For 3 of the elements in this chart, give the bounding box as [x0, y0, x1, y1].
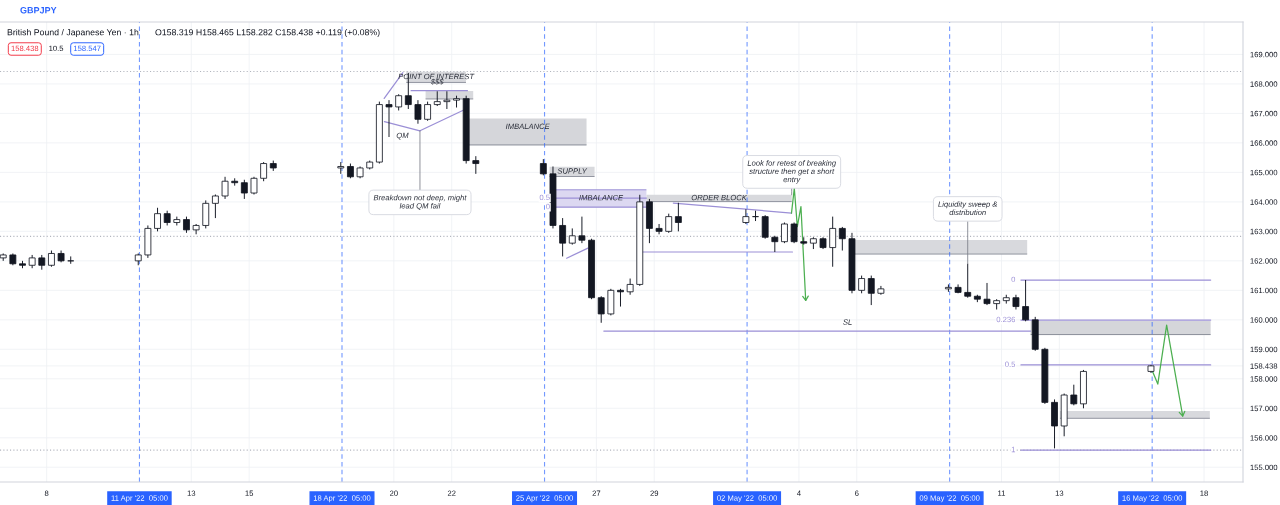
- text: British Pound / Japanese Yen · 1h: [7, 28, 139, 38]
- text: O158.319 H158.465 L158.282 C158.438 +0.119 (+0.08%): [155, 28, 380, 38]
- text: GBPJPY: [20, 7, 57, 14]
